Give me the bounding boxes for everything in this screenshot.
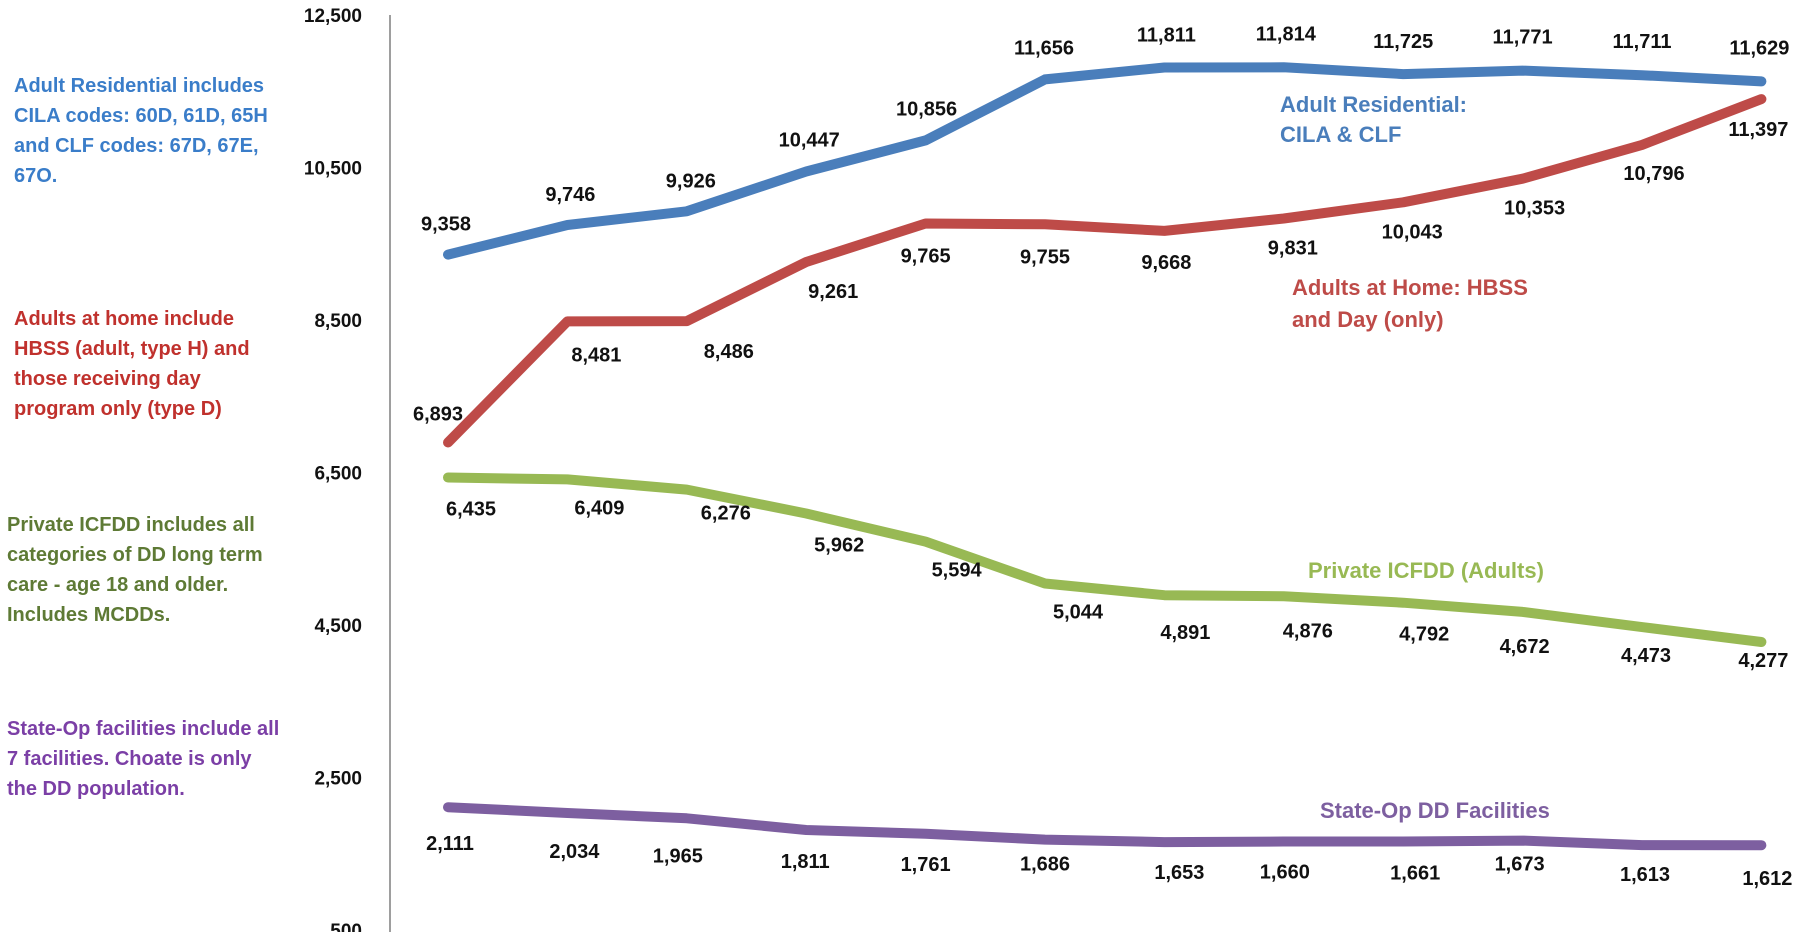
note-adults-at-home: Adults at home include HBSS (adult, type… [14, 308, 250, 420]
data-label-residential: 11,656 [1014, 37, 1074, 59]
series-label-icfdd: Private ICFDD (Adults) [1308, 558, 1544, 583]
y-tick-label: 8,500 [314, 311, 362, 332]
data-label-residential: 10,856 [896, 98, 957, 120]
series-label-home: Adults at Home: HBSS and Day (only) [1292, 275, 1528, 332]
series-line-home [443, 94, 1767, 448]
data-label-residential: 9,358 [421, 214, 471, 236]
data-label-home: 10,043 [1382, 221, 1443, 243]
data-label-state: 1,660 [1260, 862, 1310, 884]
data-label-state: 1,613 [1620, 864, 1670, 886]
data-label-state: 1,612 [1742, 868, 1792, 890]
data-label-icfdd: 4,792 [1399, 624, 1449, 646]
data-label-icfdd: 5,594 [932, 560, 983, 582]
data-label-home: 9,755 [1020, 246, 1070, 268]
series-label-state: State-Op DD Facilities [1320, 798, 1550, 823]
data-label-state: 1,686 [1020, 854, 1070, 876]
data-label-icfdd: 5,044 [1053, 602, 1104, 624]
data-label-icfdd: 6,276 [701, 503, 751, 525]
y-tick-label: 500 [330, 921, 362, 932]
data-label-home: 9,765 [901, 246, 951, 268]
data-label-home: 10,353 [1504, 198, 1565, 220]
series-line-icfdd [443, 472, 1767, 647]
data-label-home: 11,397 [1728, 119, 1788, 141]
data-label-home: 10,796 [1623, 163, 1684, 185]
data-label-icfdd: 6,435 [446, 498, 496, 520]
note-adult-residential: Adult Residential includes CILA codes: 6… [14, 75, 268, 187]
data-label-state: 2,034 [549, 841, 600, 863]
data-label-state: 2,111 [426, 833, 474, 855]
y-tick-label: 4,500 [314, 616, 362, 637]
data-label-state: 1,673 [1495, 854, 1545, 876]
data-label-home: 8,481 [571, 344, 621, 366]
data-label-home: 9,668 [1141, 252, 1191, 274]
data-label-state: 1,965 [653, 845, 703, 867]
data-label-state: 1,653 [1154, 862, 1204, 884]
data-label-residential: 11,771 [1493, 27, 1553, 49]
data-label-icfdd: 5,962 [814, 535, 864, 557]
y-tick-label: 2,500 [314, 769, 362, 790]
y-tick-label: 12,500 [304, 6, 362, 27]
y-tick-label: 10,500 [304, 159, 362, 180]
data-label-icfdd: 4,473 [1621, 645, 1671, 667]
series-label-residential: Adult Residential: CILA & CLF [1280, 92, 1467, 147]
data-label-residential: 9,926 [666, 170, 716, 192]
data-label-icfdd: 6,409 [574, 497, 624, 519]
data-label-residential: 11,811 [1137, 25, 1196, 47]
data-label-icfdd: 4,672 [1500, 636, 1550, 658]
data-label-state: 1,761 [901, 854, 951, 876]
data-label-residential: 11,629 [1729, 37, 1789, 59]
note-private-icfdd: Private ICFDD includes all categories of… [7, 514, 263, 626]
data-label-icfdd: 4,876 [1283, 620, 1333, 642]
data-label-home: 9,831 [1268, 238, 1318, 260]
data-label-home: 9,261 [808, 281, 858, 303]
data-label-home: 6,893 [413, 404, 463, 426]
note-state-op: State-Op facilities include all 7 facili… [7, 718, 280, 800]
series-line-residential [443, 62, 1767, 260]
data-label-icfdd: 4,277 [1738, 650, 1788, 672]
y-tick-label: 6,500 [314, 464, 362, 485]
series-line-state [443, 802, 1767, 851]
data-label-residential: 11,725 [1373, 31, 1433, 53]
data-label-state: 1,811 [781, 851, 830, 873]
data-label-residential: 11,711 [1613, 31, 1672, 53]
data-label-residential: 10,447 [779, 130, 840, 152]
data-label-icfdd: 4,891 [1160, 622, 1210, 644]
data-label-home: 8,486 [704, 341, 754, 363]
data-label-state: 1,661 [1390, 862, 1440, 884]
data-label-residential: 9,746 [545, 184, 595, 206]
data-label-residential: 11,814 [1256, 23, 1317, 45]
